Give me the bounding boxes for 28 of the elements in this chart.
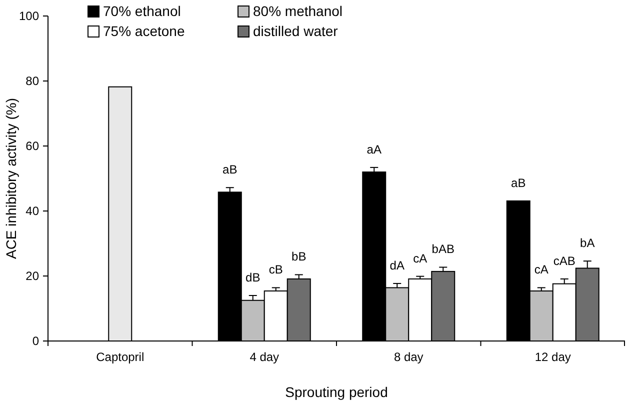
y-tick-label: 80 — [26, 74, 40, 88]
y-tick-label: 100 — [18, 9, 40, 24]
legend-label: 75% acetone — [103, 23, 185, 39]
x-axis-title: Sprouting period — [285, 384, 388, 400]
data-label: bAB — [432, 242, 454, 256]
data-label: cA — [534, 262, 548, 277]
legend-label: 80% methanol — [253, 3, 343, 19]
x-tick-label: Captopril — [96, 350, 144, 364]
data-label: cA — [413, 251, 428, 266]
data-label: aB — [222, 162, 238, 177]
data-label: cAB — [553, 254, 576, 268]
legend-label: distilled water — [253, 23, 338, 39]
y-tick-label: 60 — [26, 139, 40, 154]
y-tick-label: 0 — [32, 334, 40, 348]
data-label: aA — [366, 142, 382, 156]
y-tick-label: 20 — [26, 269, 40, 284]
x-tick-label: 12 day — [534, 350, 571, 364]
x-tick-label: 4 day — [250, 350, 280, 364]
data-label: bB — [292, 250, 306, 264]
y-axis-title: ACE inhibitory activity (%) — [3, 98, 19, 260]
data-label: aB — [511, 176, 526, 190]
x-tick-label: 8 day — [394, 350, 424, 364]
legend-label: 70% ethanol — [103, 3, 181, 19]
data-label: dA — [390, 258, 404, 272]
data-label: dB — [246, 270, 260, 284]
data-label: cB — [268, 262, 283, 277]
data-label: bA — [580, 236, 595, 250]
y-tick-label: 40 — [26, 204, 40, 218]
